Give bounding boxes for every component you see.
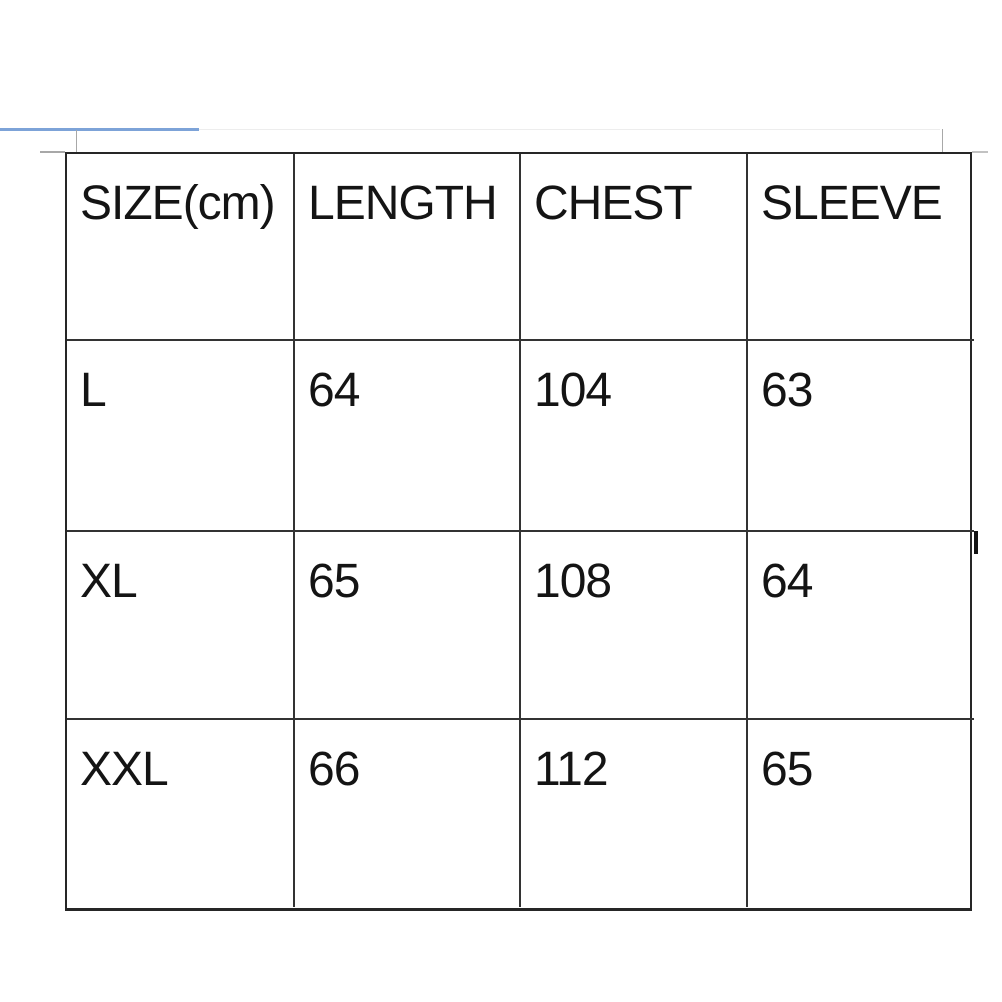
cell-chest-xl: 108: [521, 532, 748, 720]
header-cell-chest: CHEST: [521, 154, 748, 341]
size-chart-table: SIZE(cm) LENGTH CHEST SLEEVE L 64 104 63…: [65, 152, 974, 911]
gray-tick-vertical-right: [942, 129, 943, 153]
cell-sleeve-xl: 64: [748, 532, 974, 720]
cell-sleeve-xxl: 65: [761, 743, 813, 796]
cell-size-xxl: XXL: [67, 720, 295, 907]
cell-length-xxl: 66: [295, 720, 521, 907]
cell-size-xl: XL: [67, 532, 295, 720]
cell-chest-l: 104: [521, 341, 748, 532]
header-cell-size: SIZE(cm): [67, 154, 295, 341]
cell-size-l: L: [67, 341, 295, 532]
header-cell-length: LENGTH: [295, 154, 521, 341]
gray-tick-vertical-left: [76, 130, 77, 153]
cell-sleeve-l: 63: [748, 341, 974, 532]
cell-chest-xxl: 112: [521, 720, 748, 907]
gray-tick-horizontal-left: [40, 151, 65, 153]
blue-accent-line: [0, 128, 199, 131]
text-cursor-mark: [974, 531, 978, 554]
header-cell-sleeve: SLEEVE: [748, 154, 974, 341]
cell-length-xl: 65: [295, 532, 521, 720]
cell-length-l: 64: [295, 341, 521, 532]
gray-tick-horizontal-right: [972, 151, 988, 153]
faint-horizontal-line: [199, 129, 940, 130]
